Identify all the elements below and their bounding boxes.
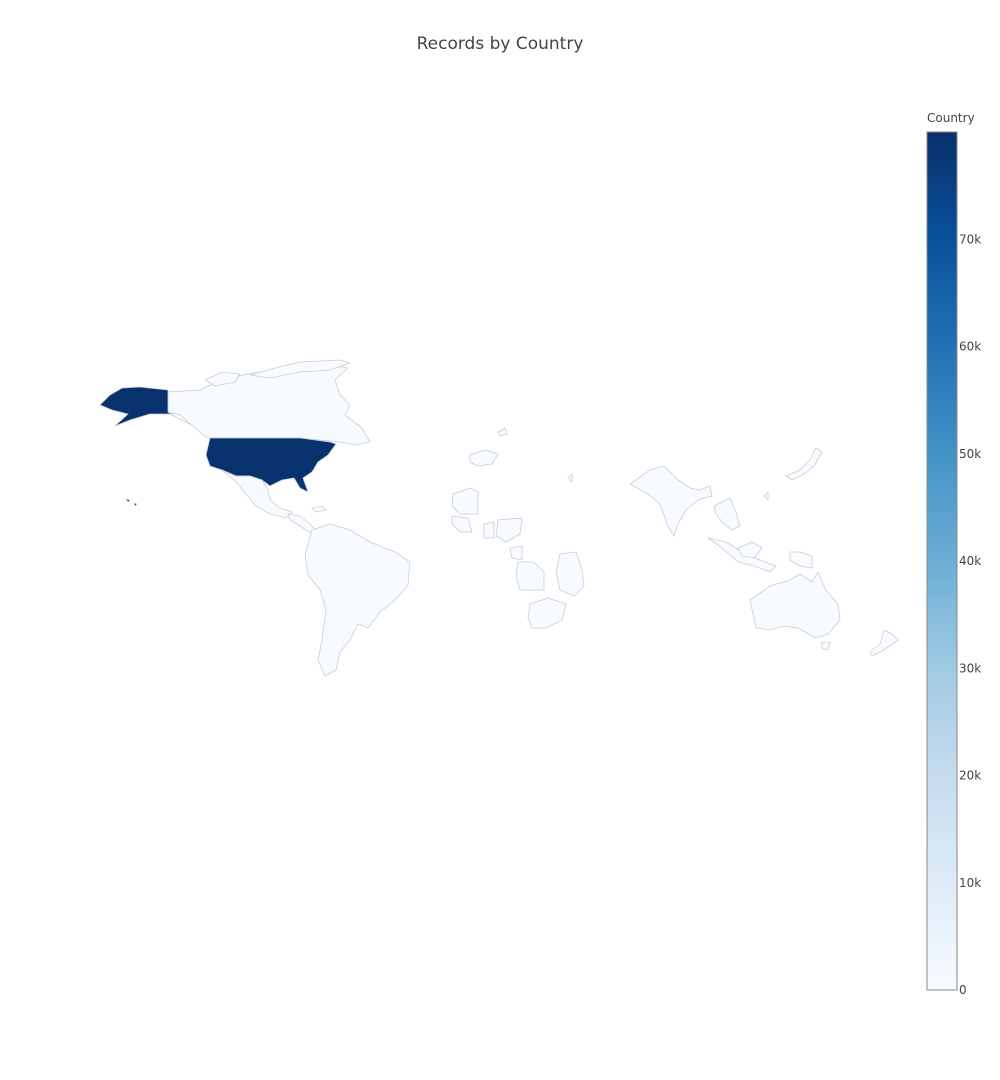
region-canada-islands[interactable] [249,359,351,379]
region-new-guinea[interactable] [789,551,813,569]
region-philippines[interactable] [763,491,769,501]
region-united-states[interactable] [205,437,337,493]
colorbar-tick-label: 40k [959,554,981,568]
region-angola[interactable] [515,561,545,591]
region-europe-small[interactable] [567,473,573,483]
region-south-america[interactable] [304,523,411,677]
region-hawaii[interactable] [125,498,138,507]
chart-title: Records by Country [416,34,584,54]
region-southeast-asia[interactable] [713,497,741,531]
colorbar: Country 0 10k 20k 30k 40k 50k 60k 70k [926,111,981,997]
region-west-africa[interactable] [451,515,473,533]
region-central-africa-2[interactable] [509,545,523,561]
region-india[interactable] [629,465,713,537]
colorbar-tick-label: 20k [959,769,981,783]
colorbar-gradient [926,131,958,991]
region-mexico[interactable] [221,469,293,519]
region-iceland[interactable] [469,449,499,467]
region-canada-arctic[interactable] [204,371,241,387]
region-south-africa[interactable] [527,597,567,629]
region-borneo[interactable] [737,541,763,559]
colorbar-tick-label: 60k [959,340,981,354]
colorbar-tick-label: 10k [959,876,981,890]
region-east-africa[interactable] [555,551,585,597]
region-japan[interactable] [785,447,823,481]
region-central-africa[interactable] [495,517,523,543]
region-australia[interactable] [749,571,841,639]
colorbar-tick-label: 0 [959,983,967,997]
region-greenland[interactable] [497,427,508,437]
region-new-zealand[interactable] [869,629,899,657]
colorbar-tick-label: 30k [959,661,981,675]
countries-layer [99,359,899,677]
region-north-africa[interactable] [451,487,479,515]
colorbar-title: Country [927,111,975,125]
colorbar-tick-label: 50k [959,447,981,461]
region-caribbean[interactable] [311,505,327,513]
region-tasmania[interactable] [821,641,831,651]
region-alaska[interactable] [99,386,193,427]
colorbar-tick-label: 70k [959,232,981,246]
region-west-africa-2[interactable] [483,521,495,539]
